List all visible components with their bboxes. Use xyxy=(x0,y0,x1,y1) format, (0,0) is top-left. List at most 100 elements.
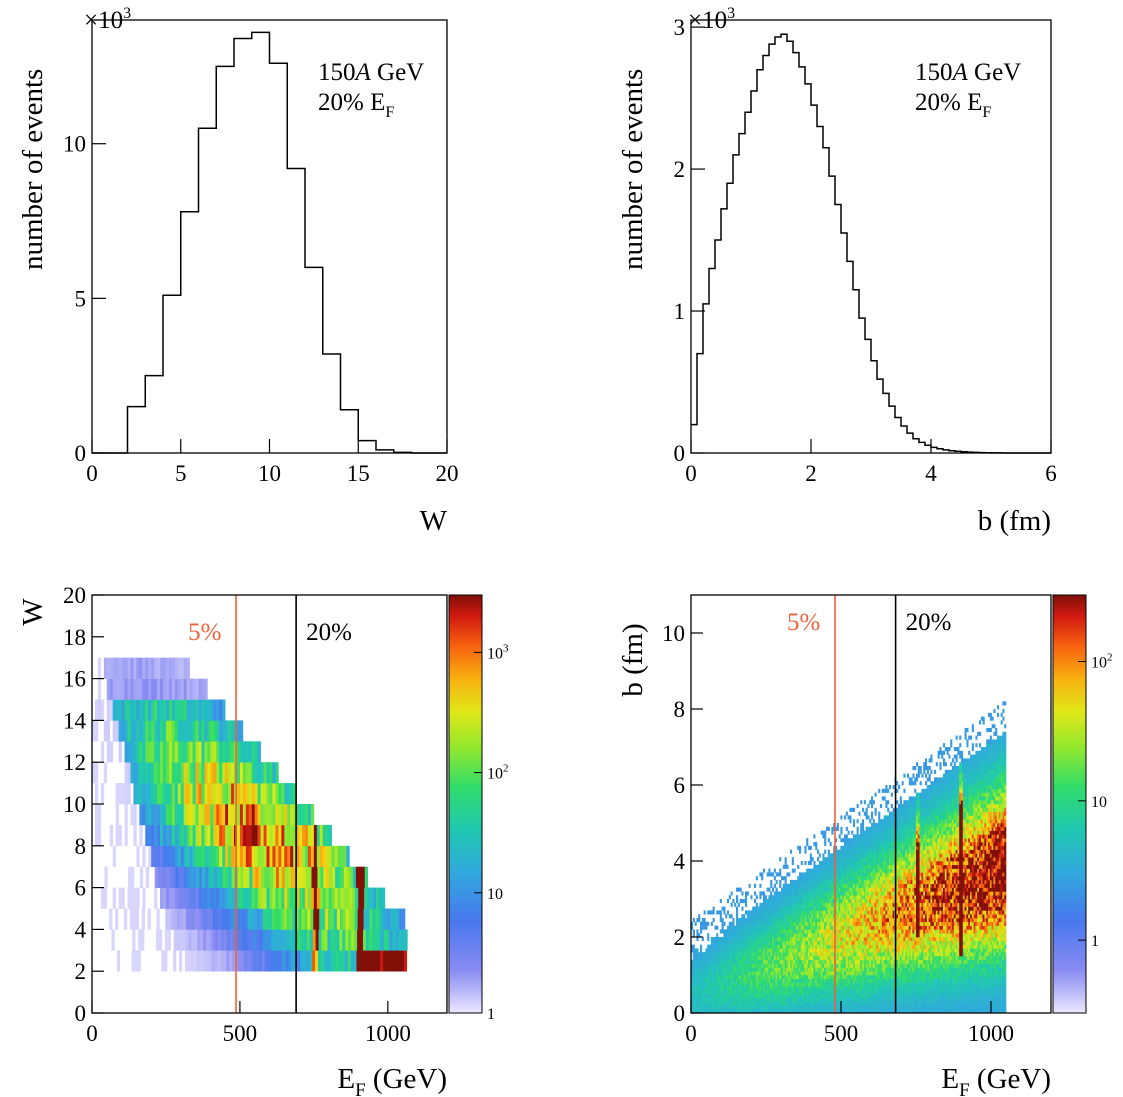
heatmap-cell xyxy=(854,899,857,904)
heatmap-cell xyxy=(786,1001,789,1006)
heatmap-cell xyxy=(737,994,740,999)
heatmap-cell xyxy=(809,963,812,968)
heatmap-cell xyxy=(709,971,712,976)
heatmap-cell xyxy=(880,864,883,869)
heatmap-cell xyxy=(851,830,854,835)
heatmap-cell xyxy=(192,887,196,909)
heatmap-cell xyxy=(163,762,167,784)
heatmap-cell xyxy=(797,902,800,907)
heatmap-cell xyxy=(723,1009,726,1013)
heatmap-cell xyxy=(797,1005,800,1010)
heatmap-cell xyxy=(115,657,119,679)
heatmap-cell xyxy=(703,959,706,964)
heatmap-cell xyxy=(109,908,113,930)
heatmap-cell xyxy=(845,959,848,964)
heatmap-cell xyxy=(396,908,400,930)
heatmap-cell xyxy=(813,834,816,839)
heatmap-cell xyxy=(775,1001,778,1006)
heatmap-cell xyxy=(826,887,829,892)
heatmap-cell xyxy=(876,914,879,919)
heatmap-cell xyxy=(881,834,884,839)
heatmap-cell xyxy=(781,937,784,942)
heatmap-cell xyxy=(786,895,789,900)
heatmap-cell xyxy=(853,982,856,987)
heatmap-cell xyxy=(204,678,208,700)
heatmap-cell xyxy=(231,887,235,909)
heatmap-cell xyxy=(334,887,338,909)
heatmap-cell xyxy=(694,1001,697,1006)
heatmap-cell xyxy=(777,921,780,926)
heatmap-cell xyxy=(773,933,776,938)
heatmap-cell xyxy=(876,899,879,904)
heatmap-cell xyxy=(772,902,775,907)
heatmap-cell xyxy=(160,783,164,805)
heatmap-cell xyxy=(186,678,190,700)
heatmap-cell xyxy=(145,824,149,847)
heatmap-cell xyxy=(781,906,784,911)
heatmap-cell xyxy=(788,940,791,945)
heatmap-cell xyxy=(842,948,845,953)
heatmap-cell xyxy=(797,887,800,892)
heatmap-cell xyxy=(757,959,760,964)
heatmap-cell xyxy=(786,952,789,957)
heatmap-cell xyxy=(804,959,807,964)
heatmap-cell xyxy=(826,933,829,938)
heatmap-cell xyxy=(844,861,847,866)
heatmap-cell xyxy=(261,950,266,972)
heatmap-cell xyxy=(741,944,744,949)
heatmap-cell xyxy=(737,918,740,923)
heatmap-cell xyxy=(754,940,757,945)
heatmap-cell xyxy=(831,959,834,964)
heatmap-cell xyxy=(820,1005,823,1010)
heatmap-cell xyxy=(824,872,827,877)
heatmap-cell xyxy=(745,1009,748,1013)
heatmap-cell xyxy=(863,872,866,877)
heatmap-cell xyxy=(881,971,884,976)
heatmap-cell xyxy=(694,975,697,980)
heatmap-cell xyxy=(836,823,839,828)
heatmap-cell xyxy=(254,908,258,930)
heatmap-cell xyxy=(862,899,865,904)
heatmap-cell xyxy=(781,925,784,930)
heatmap-cell xyxy=(163,741,167,763)
heatmap-cell xyxy=(872,910,875,915)
heatmap-cell xyxy=(248,845,253,867)
heatmap-cell xyxy=(719,971,722,976)
heatmap-cell xyxy=(773,929,776,934)
heatmap-cell xyxy=(237,866,241,888)
heatmap-cell xyxy=(775,997,778,1002)
heatmap-cell xyxy=(725,929,728,934)
heatmap-cell xyxy=(800,956,803,961)
heatmap-cell xyxy=(716,948,719,953)
heatmap-cell xyxy=(826,1009,829,1013)
heatmap-cell xyxy=(293,845,297,867)
heatmap-cell xyxy=(701,956,704,961)
heatmap-cell xyxy=(748,918,751,923)
heatmap-cell xyxy=(773,906,776,911)
heatmap-cell xyxy=(872,830,875,835)
heatmap-cell xyxy=(278,887,282,909)
heatmap-cell xyxy=(851,1009,854,1013)
heatmap-cell xyxy=(723,967,726,972)
heatmap-cell xyxy=(869,967,872,972)
heatmap-cell xyxy=(885,1005,888,1010)
heatmap-cell xyxy=(691,978,694,983)
heatmap-cell xyxy=(188,929,192,951)
heatmap-cell xyxy=(880,933,883,938)
heatmap-cell xyxy=(781,918,784,923)
heatmap-cell xyxy=(802,872,805,877)
heatmap-cell xyxy=(824,891,827,896)
heatmap-cell xyxy=(813,933,816,938)
heatmap-cell xyxy=(790,997,793,1002)
heatmap-cell xyxy=(766,948,769,953)
heatmap-cell xyxy=(844,944,847,949)
heatmap-cell xyxy=(876,849,879,854)
heatmap-cell xyxy=(266,824,270,847)
heatmap-cell xyxy=(842,994,845,999)
heatmap-cell xyxy=(795,891,798,896)
heatmap-cell xyxy=(284,845,288,867)
heatmap-cell xyxy=(226,929,231,951)
heatmap-cell xyxy=(849,929,852,934)
heatmap-cell xyxy=(820,872,823,877)
heatmap-cell xyxy=(245,908,249,930)
